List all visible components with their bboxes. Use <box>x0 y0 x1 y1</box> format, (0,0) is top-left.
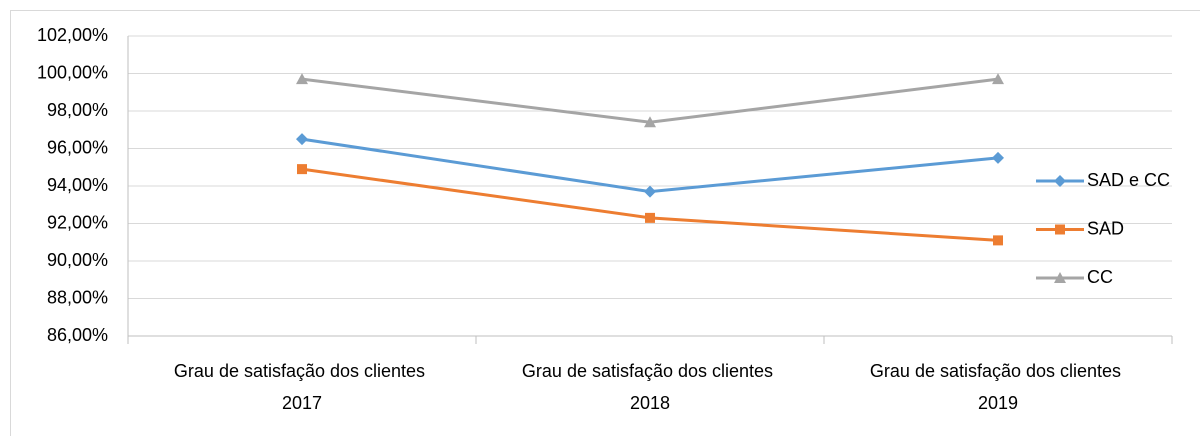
data-point <box>992 151 1004 164</box>
data-point <box>297 164 307 175</box>
x-tick-label: Grau de satisfação dos clientes 2018 <box>522 361 778 413</box>
y-tick-label: 100,00% <box>37 62 108 82</box>
data-point <box>645 212 655 223</box>
data-point <box>644 185 656 198</box>
series-line <box>301 77 999 124</box>
y-tick-label: 96,00% <box>47 137 108 157</box>
legend-label: CC <box>1087 267 1113 287</box>
series-line <box>301 167 999 242</box>
x-tick-label: Grau de satisfação dos clientes 2017 <box>174 361 430 413</box>
y-tick-label: 88,00% <box>47 287 108 307</box>
legend-marker <box>1055 224 1065 235</box>
y-tick-label: 94,00% <box>47 175 108 195</box>
data-point <box>992 73 1004 85</box>
legend-marker <box>1054 175 1066 187</box>
y-tick-label: 102,00% <box>37 25 108 45</box>
y-tick-label: 90,00% <box>47 250 108 270</box>
data-point <box>644 116 656 128</box>
y-tick-label: 86,00% <box>47 325 108 345</box>
legend-label: SAD <box>1087 218 1124 238</box>
chart-frame <box>10 10 1200 436</box>
data-point <box>296 133 308 146</box>
legend-marker <box>1054 272 1066 283</box>
y-tick-label: 98,00% <box>47 100 108 120</box>
legend-label: SAD e CC <box>1087 170 1170 190</box>
y-tick-label: 92,00% <box>47 212 108 232</box>
data-point <box>296 73 308 85</box>
data-point <box>993 235 1003 246</box>
x-tick-label: Grau de satisfação dos clientes 2019 <box>870 361 1126 413</box>
